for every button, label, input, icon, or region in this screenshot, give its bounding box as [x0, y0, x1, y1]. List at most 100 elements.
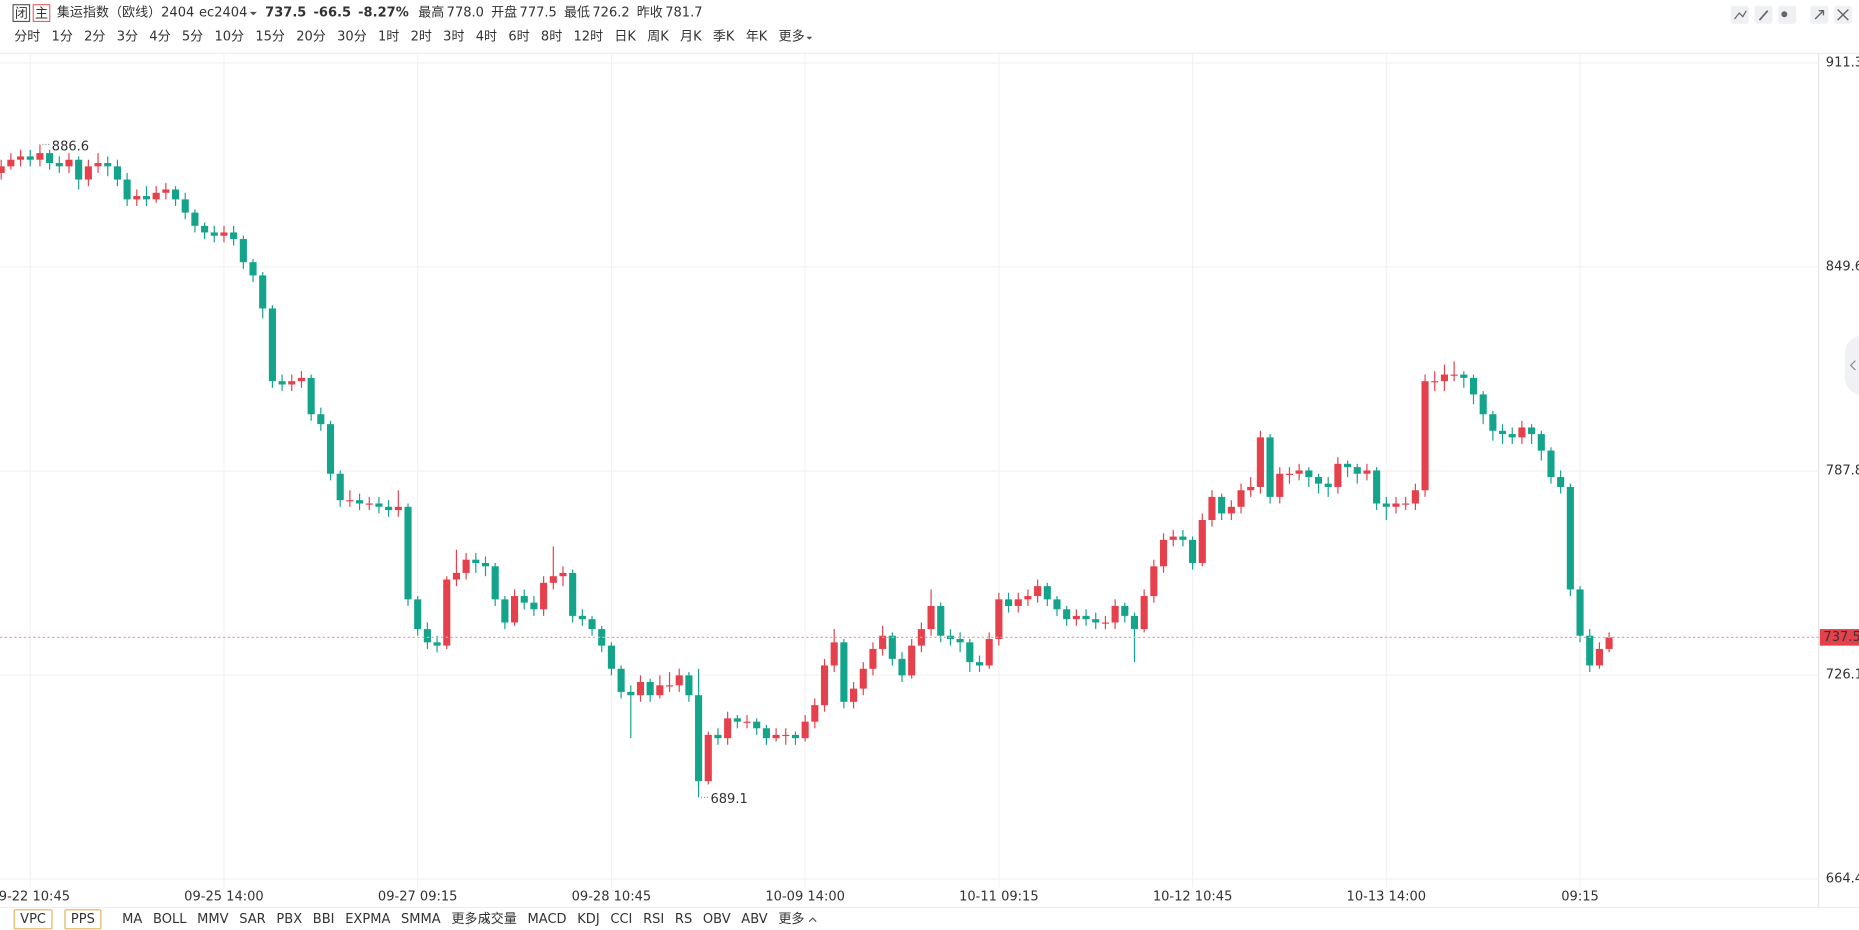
- indicator-tag[interactable]: PPS: [71, 912, 95, 927]
- candle-body: [1159, 539, 1168, 567]
- candle-body: [1440, 374, 1448, 382]
- period-button[interactable]: 30分: [337, 29, 367, 44]
- candle-body: [1169, 536, 1177, 540]
- candle-body: [1469, 377, 1478, 395]
- period-button[interactable]: 12时: [574, 29, 604, 44]
- candle-body: [404, 506, 412, 600]
- candle-body: [1586, 635, 1594, 666]
- candle-body: [375, 503, 383, 507]
- period-button[interactable]: 分时: [14, 29, 40, 44]
- candle-body: [1344, 463, 1352, 468]
- icon-button[interactable]: [1730, 5, 1749, 24]
- period-button[interactable]: 日K: [614, 29, 636, 44]
- candle-body: [171, 189, 180, 200]
- indicator-button[interactable]: ABV: [741, 912, 767, 927]
- indicator-button[interactable]: BOLL: [153, 912, 187, 927]
- candle-body: [462, 559, 470, 573]
- period-button[interactable]: 1时: [378, 29, 399, 44]
- indicator-button[interactable]: BBI: [313, 912, 335, 927]
- candle-body: [1508, 434, 1516, 438]
- candle-body: [937, 605, 945, 636]
- candle-body: [1218, 496, 1226, 514]
- more-dropdown: [806, 36, 813, 40]
- indicator-button[interactable]: PBX: [276, 912, 302, 927]
- indicator-button[interactable]: KDJ: [577, 912, 599, 927]
- indicator-button[interactable]: 更多: [451, 911, 477, 927]
- candle-body: [191, 212, 199, 226]
- candle-body: [1518, 427, 1526, 438]
- candle-body: [326, 424, 335, 474]
- indicator-button[interactable]: MMV: [197, 912, 228, 927]
- side-tab-arrow: [1849, 360, 1856, 371]
- x-tick-label: 10-12 10:45: [1153, 889, 1233, 904]
- period-button[interactable]: 10分: [214, 29, 244, 44]
- extreme-label: 689.1: [710, 792, 747, 807]
- candle-body: [268, 308, 276, 382]
- candle-body: [104, 163, 112, 167]
- candle-body: [1247, 486, 1255, 491]
- period-button[interactable]: 1分: [52, 29, 73, 44]
- icon-button[interactable]: [1778, 5, 1797, 24]
- indicator-button[interactable]: 更多: [778, 911, 804, 927]
- candle-body: [724, 718, 732, 739]
- candle-body: [346, 500, 354, 502]
- candle-body: [1373, 470, 1381, 504]
- period-button[interactable]: 8时: [541, 29, 562, 44]
- period-button[interactable]: 4时: [476, 29, 497, 44]
- indicator-button[interactable]: EXPMA: [345, 912, 390, 927]
- period-button[interactable]: 月K: [680, 29, 702, 44]
- candle-body: [1411, 490, 1419, 504]
- candle-body: [1557, 477, 1565, 487]
- period-button[interactable]: 6时: [508, 29, 529, 44]
- candle-body: [94, 163, 102, 167]
- period-button[interactable]: 3时: [443, 29, 464, 44]
- period-button[interactable]: 2分: [84, 29, 105, 44]
- indicator-button[interactable]: SAR: [239, 912, 265, 927]
- candle-body: [1004, 599, 1013, 606]
- price-change-pct: -8.27%: [358, 6, 409, 21]
- candle-body: [636, 681, 645, 696]
- candle-body: [55, 163, 63, 167]
- indicator-button[interactable]: SMMA: [401, 912, 441, 927]
- candle-body: [123, 179, 131, 200]
- candle-body: [607, 645, 615, 669]
- candle-body: [1305, 470, 1313, 478]
- candle-body: [685, 675, 693, 696]
- candle-body: [908, 645, 916, 676]
- period-button[interactable]: 2时: [411, 29, 432, 44]
- period-button[interactable]: 3分: [117, 29, 138, 44]
- period-button[interactable]: 15分: [255, 29, 285, 44]
- indicator-button[interactable]: MA: [122, 912, 142, 927]
- period-button[interactable]: 季K: [713, 29, 735, 44]
- candle-body: [1208, 496, 1216, 521]
- candle-body: [239, 239, 247, 263]
- indicator-button[interactable]: RSI: [643, 912, 664, 927]
- candle-body: [772, 734, 780, 739]
- candle-body: [259, 275, 267, 309]
- period-button[interactable]: 5分: [182, 29, 203, 44]
- side-tab[interactable]: [1844, 335, 1859, 396]
- indicator-tag-box: [64, 909, 102, 930]
- candle-body: [1082, 615, 1090, 620]
- indicator-button[interactable]: 成交量: [478, 911, 517, 927]
- candle-body: [714, 734, 722, 739]
- candle-body: [113, 166, 121, 180]
- candle-body: [1063, 609, 1071, 620]
- candle-body: [510, 596, 519, 623]
- indicator-tag[interactable]: VPC: [20, 912, 46, 927]
- candle-body: [588, 619, 596, 630]
- indicator-button[interactable]: MACD: [528, 912, 567, 927]
- period-button[interactable]: 20分: [296, 29, 326, 44]
- indicator-button[interactable]: CCI: [610, 912, 632, 927]
- candle-body: [791, 734, 800, 739]
- stat-label: 最高: [418, 5, 444, 21]
- stat-value: 778.0: [447, 6, 484, 21]
- candle-body: [1276, 473, 1284, 497]
- period-button[interactable]: 周K: [647, 29, 669, 44]
- period-button[interactable]: 更多: [779, 28, 805, 44]
- indicator-button[interactable]: OBV: [703, 912, 731, 927]
- candle-body: [975, 662, 984, 666]
- period-button[interactable]: 4分: [149, 29, 170, 44]
- indicator-button[interactable]: RS: [675, 912, 692, 927]
- period-button[interactable]: 年K: [746, 29, 768, 44]
